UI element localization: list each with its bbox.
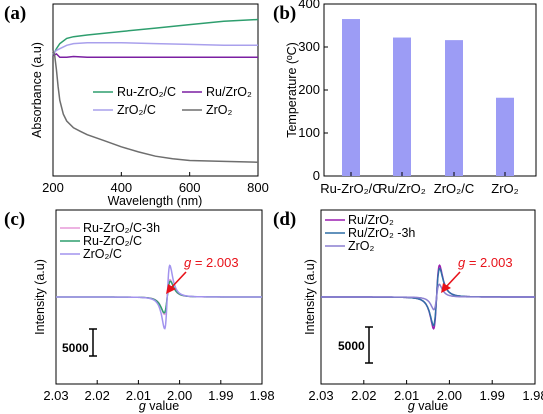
panel-a-label: (a): [4, 3, 26, 24]
panel-a-xtick-label: 600: [179, 180, 201, 195]
panel-a-series-line: [52, 18, 259, 56]
panel-c-annotation: g = 2.003: [166, 255, 239, 294]
panel-b-category-label: Ru/ZrO₂: [378, 181, 426, 196]
panel-c-lines: [56, 264, 262, 330]
panel-c-xlabel: g value: [139, 399, 179, 413]
panel-c-legend-label: Ru-ZrO₂/C-3h: [83, 221, 160, 235]
epr-series-line: [321, 283, 535, 311]
panel-a-xtick-label: 200: [42, 180, 64, 195]
panel-a-legend-label: ZrO₂: [206, 103, 233, 117]
panel-a-xlabel: Wavelength (nm): [108, 194, 203, 208]
panel-a-series-line: [52, 50, 259, 163]
panel-b-ytick-label: 100: [298, 125, 320, 140]
panel-c-annotation-arrow: [170, 271, 187, 289]
panel-c-legend: Ru-ZrO₂/C-3h Ru-ZrO₂/C ZrO₂/C: [60, 221, 160, 261]
panel-b-bar: [342, 19, 360, 176]
panel-c-legend-label: ZrO₂/C: [83, 247, 122, 261]
panel-b: (b) 0 100 200 300 400 Ru-ZrO₂/CRu/ZrO₂ ZrO₂/C…: [273, 0, 537, 196]
panel-c-scale-bar-label: 5000: [62, 341, 89, 355]
panel-a-legend: Ru-ZrO₂/C Ru/ZrO₂ ZrO₂/C ZrO₂: [93, 85, 252, 117]
panel-d-annotation: g = 2.003: [441, 255, 513, 293]
epr-xtick-label: 2.02: [85, 388, 110, 403]
panel-d-scale-bar: 5000: [338, 326, 373, 364]
epr-xtick-label: 2.02: [351, 388, 376, 403]
panel-a-ylabel: Absorbance (a.u): [30, 42, 44, 138]
epr-xtick-label: 1.98: [522, 388, 543, 403]
panel-c-legend-label: Ru-ZrO₂/C: [83, 234, 142, 248]
panel-d-g-value-label: g = 2.003: [458, 255, 513, 270]
epr-xtick-label: 2.00: [167, 388, 192, 403]
panel-a-legend-label: Ru/ZrO₂: [206, 85, 252, 99]
epr-xtick-label: 2.00: [437, 388, 462, 403]
epr-xtick-label: 1.99: [480, 388, 505, 403]
panel-d-xlabel: g value: [408, 399, 448, 413]
panel-b-ytick-label: 400: [298, 0, 320, 11]
panel-b-xticks: Ru-ZrO₂/CRu/ZrO₂ ZrO₂/C ZrO₂: [320, 172, 519, 196]
epr-xtick-label: 2.03: [43, 388, 68, 403]
panel-d: (d) 2.03 2.02 2.01 2.00 1.99 1.98 g value Int…: [273, 209, 543, 413]
panel-b-ytick-label: 300: [298, 39, 320, 54]
panel-d-ylabel: Intensity (a.u): [303, 259, 317, 335]
panel-c-g-value-label: g = 2.003: [184, 255, 239, 270]
panel-a-frame: [52, 3, 259, 177]
panel-d-annotation-arrow: [445, 271, 461, 288]
panel-c-scale-bar: 5000: [62, 328, 97, 357]
panel-b-ytick-label: 200: [298, 82, 320, 97]
panel-b-category-label: ZrO₂/C: [434, 181, 474, 196]
epr-xtick-label: 2.01: [394, 388, 419, 403]
panel-d-xticks: 2.03 2.02 2.01 2.00 1.99 1.98: [308, 380, 543, 403]
panel-b-bar: [393, 37, 411, 176]
panel-b-category-label: Ru-ZrO₂/C: [320, 181, 381, 196]
panel-a-xticks: 200 400 600 800: [42, 172, 269, 195]
panel-a-lines: [52, 18, 259, 163]
panel-a-series-line: [52, 41, 258, 55]
panel-b-ylabel: Temperature (ºC): [285, 42, 299, 138]
panel-d-legend: Ru/ZrO₂ Ru/ZrO₂ -3h ZrO₂: [325, 213, 415, 253]
panel-d-scale-bar-label: 5000: [338, 339, 365, 353]
panel-d-lines: [321, 264, 535, 330]
panel-a-legend-label: Ru-ZrO₂/C: [117, 85, 176, 99]
epr-xtick-label: 1.98: [249, 388, 274, 403]
panel-d-legend-label: ZrO₂: [348, 239, 375, 253]
panel-a-series-line: [52, 52, 258, 59]
epr-xtick-label: 2.01: [126, 388, 151, 403]
panel-d-label: (d): [273, 209, 296, 230]
panel-c-ylabel: Intensity (a.u): [33, 259, 47, 335]
panel-d-legend-label: Ru/ZrO₂ -3h: [348, 226, 415, 240]
epr-xtick-label: 2.03: [308, 388, 333, 403]
epr-series-line: [56, 264, 262, 330]
panel-b-bar: [445, 40, 463, 177]
panel-c-label: (c): [4, 209, 25, 230]
panel-c: (c) 2.03 2.02 2.01 2.00 1.99 1.98 g value Int…: [4, 209, 275, 413]
panel-a-xtick-label: 800: [247, 180, 269, 195]
panel-c-xticks: 2.03 2.02 2.01 2.00 1.99 1.98: [43, 380, 275, 403]
panel-d-legend-label: Ru/ZrO₂: [348, 213, 394, 227]
panel-b-category-label: ZrO₂: [491, 181, 518, 196]
panel-d-annotation-arrowhead: [441, 283, 451, 293]
panel-c-annotation-arrowhead: [166, 284, 176, 294]
panel-a: (a) 200 400 600 800 Wavelength (nm) Absorba…: [4, 3, 269, 208]
panel-b-yticks: 0 100 200 300 400: [298, 0, 328, 183]
panel-a-xtick-label: 400: [110, 180, 132, 195]
epr-xtick-label: 1.99: [208, 388, 233, 403]
panel-b-ytick-label: 0: [313, 168, 320, 183]
panel-b-bar: [496, 97, 514, 176]
panel-b-label: (b): [273, 3, 296, 24]
panel-a-legend-label: ZrO₂/C: [117, 103, 156, 117]
panel-b-bars: [342, 19, 514, 177]
